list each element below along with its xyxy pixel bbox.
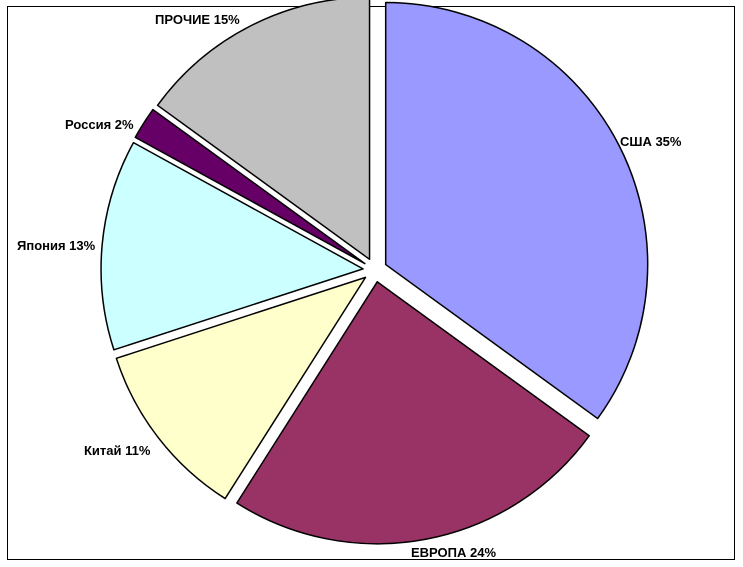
pie-label-сша: США 35% [620, 134, 682, 149]
pie-slice-европа [236, 281, 590, 545]
pie-slice-китай [115, 276, 367, 500]
pie-label-китай: Китай 11% [84, 443, 151, 458]
pie-label-европа: ЕВРОПА 24% [411, 545, 496, 560]
pie-label-россия: Россия 2% [65, 117, 134, 132]
pie-slice-япония [100, 141, 364, 351]
pie-slice-россия [134, 108, 366, 265]
pie-slice-прочие [156, 0, 371, 261]
pie-slices [100, 0, 649, 545]
pie-label-прочие: ПРОЧИЕ 15% [155, 12, 240, 27]
pie-labels: США 35% ЕВРОПА 24% Китай 11% Япония 13% Росс… [17, 12, 682, 560]
pie-label-япония: Япония 13% [17, 238, 96, 253]
pie-slice-сша [384, 1, 649, 420]
